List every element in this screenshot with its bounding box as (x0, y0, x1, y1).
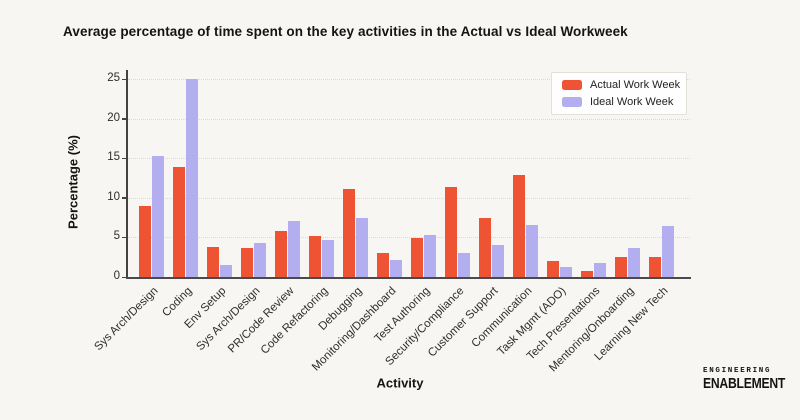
legend-label-actual: Actual Work Week (590, 79, 681, 91)
bar-ideal (526, 224, 538, 277)
x-tick-label: Sys Arch/Design (92, 285, 161, 354)
bar-ideal (322, 239, 334, 277)
gridline (128, 237, 690, 239)
gridline (128, 158, 690, 160)
bar-actual (547, 261, 559, 277)
y-axis-line (126, 70, 128, 278)
legend-swatch-ideal-icon (562, 97, 582, 107)
bar-ideal (288, 220, 300, 277)
gridline (128, 118, 690, 120)
legend: Actual Work Week Ideal Work Week (551, 72, 687, 115)
y-tick-label: 20 (107, 111, 120, 124)
y-tick-label: 0 (113, 270, 120, 282)
x-axis-line (126, 277, 691, 279)
y-axis-title: Percentage (%) (65, 135, 81, 229)
gridline (128, 197, 690, 199)
bar-ideal (662, 225, 674, 277)
legend-swatch-actual-icon (562, 80, 582, 90)
y-tick-label: 15 (107, 151, 120, 164)
bar-actual (241, 248, 253, 277)
bar-actual (377, 253, 389, 277)
bar-actual (479, 218, 491, 277)
brand-logo-line2: ENABLEMENT (703, 376, 786, 392)
bar-ideal (458, 253, 470, 277)
y-tick-mark (122, 78, 127, 80)
bar-actual (139, 205, 151, 277)
bar-ideal (390, 259, 402, 277)
y-tick-mark (122, 276, 127, 278)
bar-ideal (492, 245, 504, 277)
bar-actual (513, 174, 525, 277)
bar-actual (309, 235, 321, 277)
y-tick-mark (122, 118, 127, 120)
bar-actual (343, 189, 355, 277)
bar-ideal (356, 217, 368, 277)
bar-actual (207, 246, 219, 277)
y-tick-label: 5 (113, 230, 120, 243)
bar-ideal (220, 265, 232, 277)
bar-ideal (628, 247, 640, 277)
bar-ideal (254, 242, 266, 277)
legend-label-ideal: Ideal Work Week (590, 96, 674, 108)
y-tick-mark (122, 197, 127, 199)
bar-actual (615, 257, 627, 277)
bar-actual (581, 271, 593, 277)
bar-ideal (186, 79, 198, 277)
legend-entry-ideal: Ideal Work Week (562, 96, 676, 108)
bar-actual (649, 257, 661, 277)
x-axis-title: Activity (376, 375, 424, 391)
y-tick-mark (122, 157, 127, 160)
bar-actual (445, 186, 457, 277)
brand-logo: ENGINEERING ENABLEMENT (703, 367, 800, 392)
bar-ideal (560, 266, 572, 277)
bar-ideal (594, 262, 606, 277)
x-tick-label: Communication (469, 285, 535, 350)
chart-title: Average percentage of time spent on the … (63, 24, 628, 39)
bar-ideal (152, 155, 164, 277)
bar-actual (411, 238, 423, 277)
bar-actual (275, 231, 287, 277)
y-tick-label: 10 (107, 190, 120, 203)
legend-entry-actual: Actual Work Week (562, 79, 680, 91)
y-tick-mark (122, 236, 127, 239)
gridline (128, 79, 690, 80)
bar-actual (173, 166, 185, 277)
bar-ideal (424, 235, 436, 277)
y-tick-label: 25 (107, 72, 120, 84)
brand-logo-line1: ENGINEERING (703, 367, 772, 375)
